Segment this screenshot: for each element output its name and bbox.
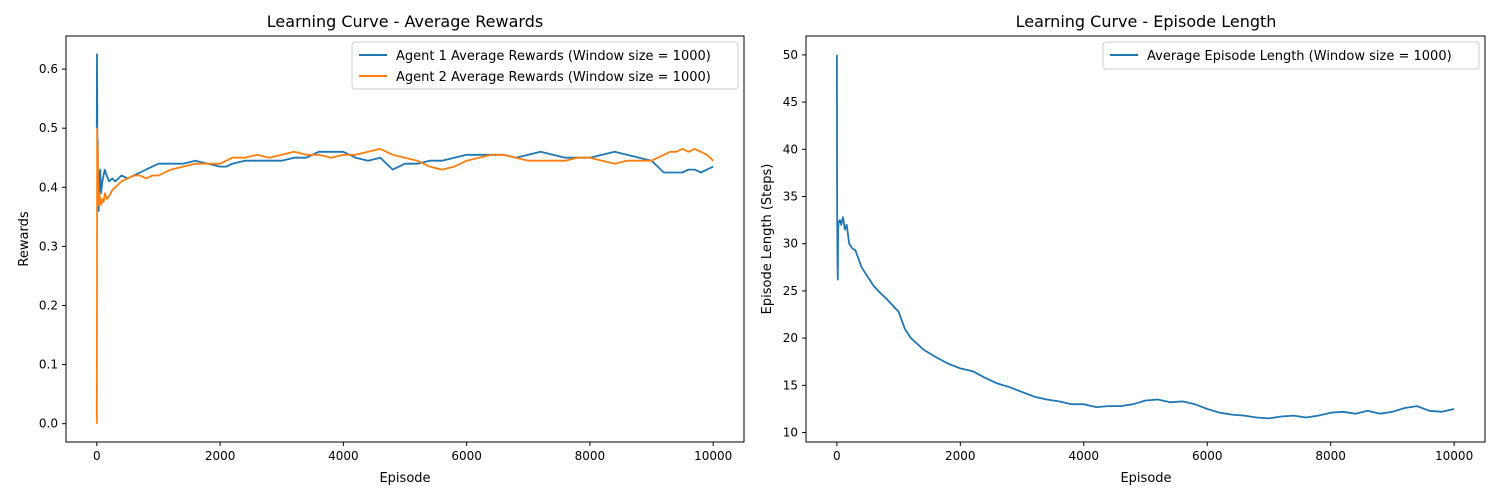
episode-length-x-tick-label: 0 (833, 449, 841, 463)
episode-length-y-tick-label: 50 (783, 48, 798, 62)
episode-length-x-tick-label: 6000 (1192, 449, 1223, 463)
episode-length-chart: Learning Curve - Episode Length 0 2000 400… (760, 12, 1486, 486)
episode-length-legend: Average Episode Length (Window size = 10… (1102, 41, 1480, 70)
episode-length-x-ticks: 0 2000 4000 6000 8000 10000 (833, 442, 1473, 463)
episode-length-series-lines (836, 54, 1455, 420)
episode-length-y-tick-label: 20 (783, 331, 798, 345)
rewards-x-ticks: 0 2000 4000 6000 8000 10000 (93, 442, 732, 463)
episode-length-plot-frame (805, 35, 1486, 443)
rewards-series-line-2 (95, 127, 714, 424)
rewards-x-tick-label: 0 (93, 449, 101, 463)
episode-length-y-tick-label: 45 (783, 95, 798, 109)
episode-length-y-tick-label: 35 (783, 190, 798, 204)
episode-length-x-tick-label: 10000 (1435, 449, 1473, 463)
rewards-y-tick-label: 0.3 (39, 239, 58, 253)
rewards-series-line-1 (95, 53, 714, 212)
rewards-chart-title: Learning Curve - Average Rewards (267, 12, 543, 31)
episode-length-x-axis-label: Episode (1120, 471, 1171, 486)
rewards-series-lines (95, 53, 714, 424)
rewards-y-ticks: 0.0 0.1 0.2 0.3 0.4 0.5 0.6 (39, 62, 66, 431)
episode-length-y-tick-label: 40 (783, 142, 798, 156)
rewards-legend: Agent 1 Average Rewards (Window size = 1… (351, 41, 739, 90)
episode-length-y-tick-label: 25 (783, 284, 798, 298)
rewards-y-axis-label: Rewards (17, 211, 32, 266)
rewards-legend-box (351, 41, 739, 90)
rewards-plot-frame (65, 35, 745, 443)
episode-length-y-tick-label: 10 (783, 426, 798, 440)
rewards-x-tick-label: 2000 (205, 449, 236, 463)
rewards-x-tick-label: 8000 (575, 449, 606, 463)
episode-length-x-tick-label: 4000 (1068, 449, 1099, 463)
rewards-x-tick-label: 6000 (451, 449, 482, 463)
episode-length-y-axis-label: Episode Length (Steps) (760, 164, 775, 315)
legend-label-agent-1: Agent 1 Average Rewards (Window size = 1… (396, 49, 711, 64)
episode-length-x-tick-label: 8000 (1315, 449, 1346, 463)
episode-length-x-tick-label: 2000 (945, 449, 976, 463)
rewards-chart: Learning Curve - Average Rewards 0 2000 40… (17, 12, 745, 486)
rewards-x-tick-label: 10000 (694, 449, 732, 463)
rewards-x-tick-label: 4000 (328, 449, 359, 463)
episode-length-series-line-1 (836, 54, 1455, 420)
episode-length-y-tick-label: 30 (783, 237, 798, 251)
rewards-y-tick-label: 0.5 (39, 121, 58, 135)
rewards-y-tick-label: 0.6 (39, 62, 58, 76)
episode-length-chart-title: Learning Curve - Episode Length (1016, 12, 1277, 31)
rewards-y-tick-label: 0.4 (39, 180, 58, 194)
rewards-y-tick-label: 0.2 (39, 298, 58, 312)
episode-length-y-tick-label: 15 (783, 378, 798, 392)
rewards-x-axis-label: Episode (379, 471, 430, 486)
episode-length-legend-box (1102, 41, 1480, 70)
legend-label-episode-length: Average Episode Length (Window size = 10… (1147, 49, 1452, 64)
rewards-y-tick-label: 0.1 (39, 358, 58, 372)
legend-label-agent-2: Agent 2 Average Rewards (Window size = 1… (396, 70, 711, 85)
rewards-y-tick-label: 0.0 (39, 417, 58, 431)
episode-length-y-ticks: 10 15 20 25 30 35 40 45 50 (783, 48, 806, 440)
